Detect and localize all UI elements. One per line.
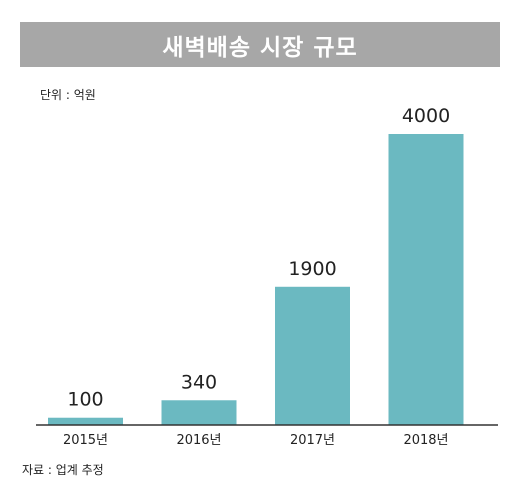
bar-value-label-1: 340 [181, 371, 217, 393]
bar-value-label-0: 100 [67, 389, 103, 411]
bar-2 [275, 286, 350, 425]
chart-title: 새벽배송 시장 규모 [162, 34, 358, 61]
source-label: 자료 : 업계 추정 [22, 463, 104, 477]
bar-3 [388, 134, 464, 425]
bars-layer [48, 134, 464, 425]
labels-layer: 100 2015년 340 2016년 1900 2017년 4000 2018년 [63, 105, 450, 448]
bar-0 [48, 417, 123, 425]
chart-title-bar: 새벽배송 시장 규모 [20, 22, 500, 67]
x-tick-label-2: 2017년 [290, 433, 335, 448]
bar-1 [161, 400, 237, 425]
x-tick-label-1: 2016년 [176, 433, 221, 448]
bar-value-label-3: 4000 [402, 105, 450, 127]
x-tick-label-0: 2015년 [63, 433, 108, 448]
x-tick-label-3: 2018년 [403, 433, 448, 448]
bar-value-label-2: 1900 [288, 258, 336, 280]
unit-label: 단위 : 억원 [40, 88, 96, 102]
